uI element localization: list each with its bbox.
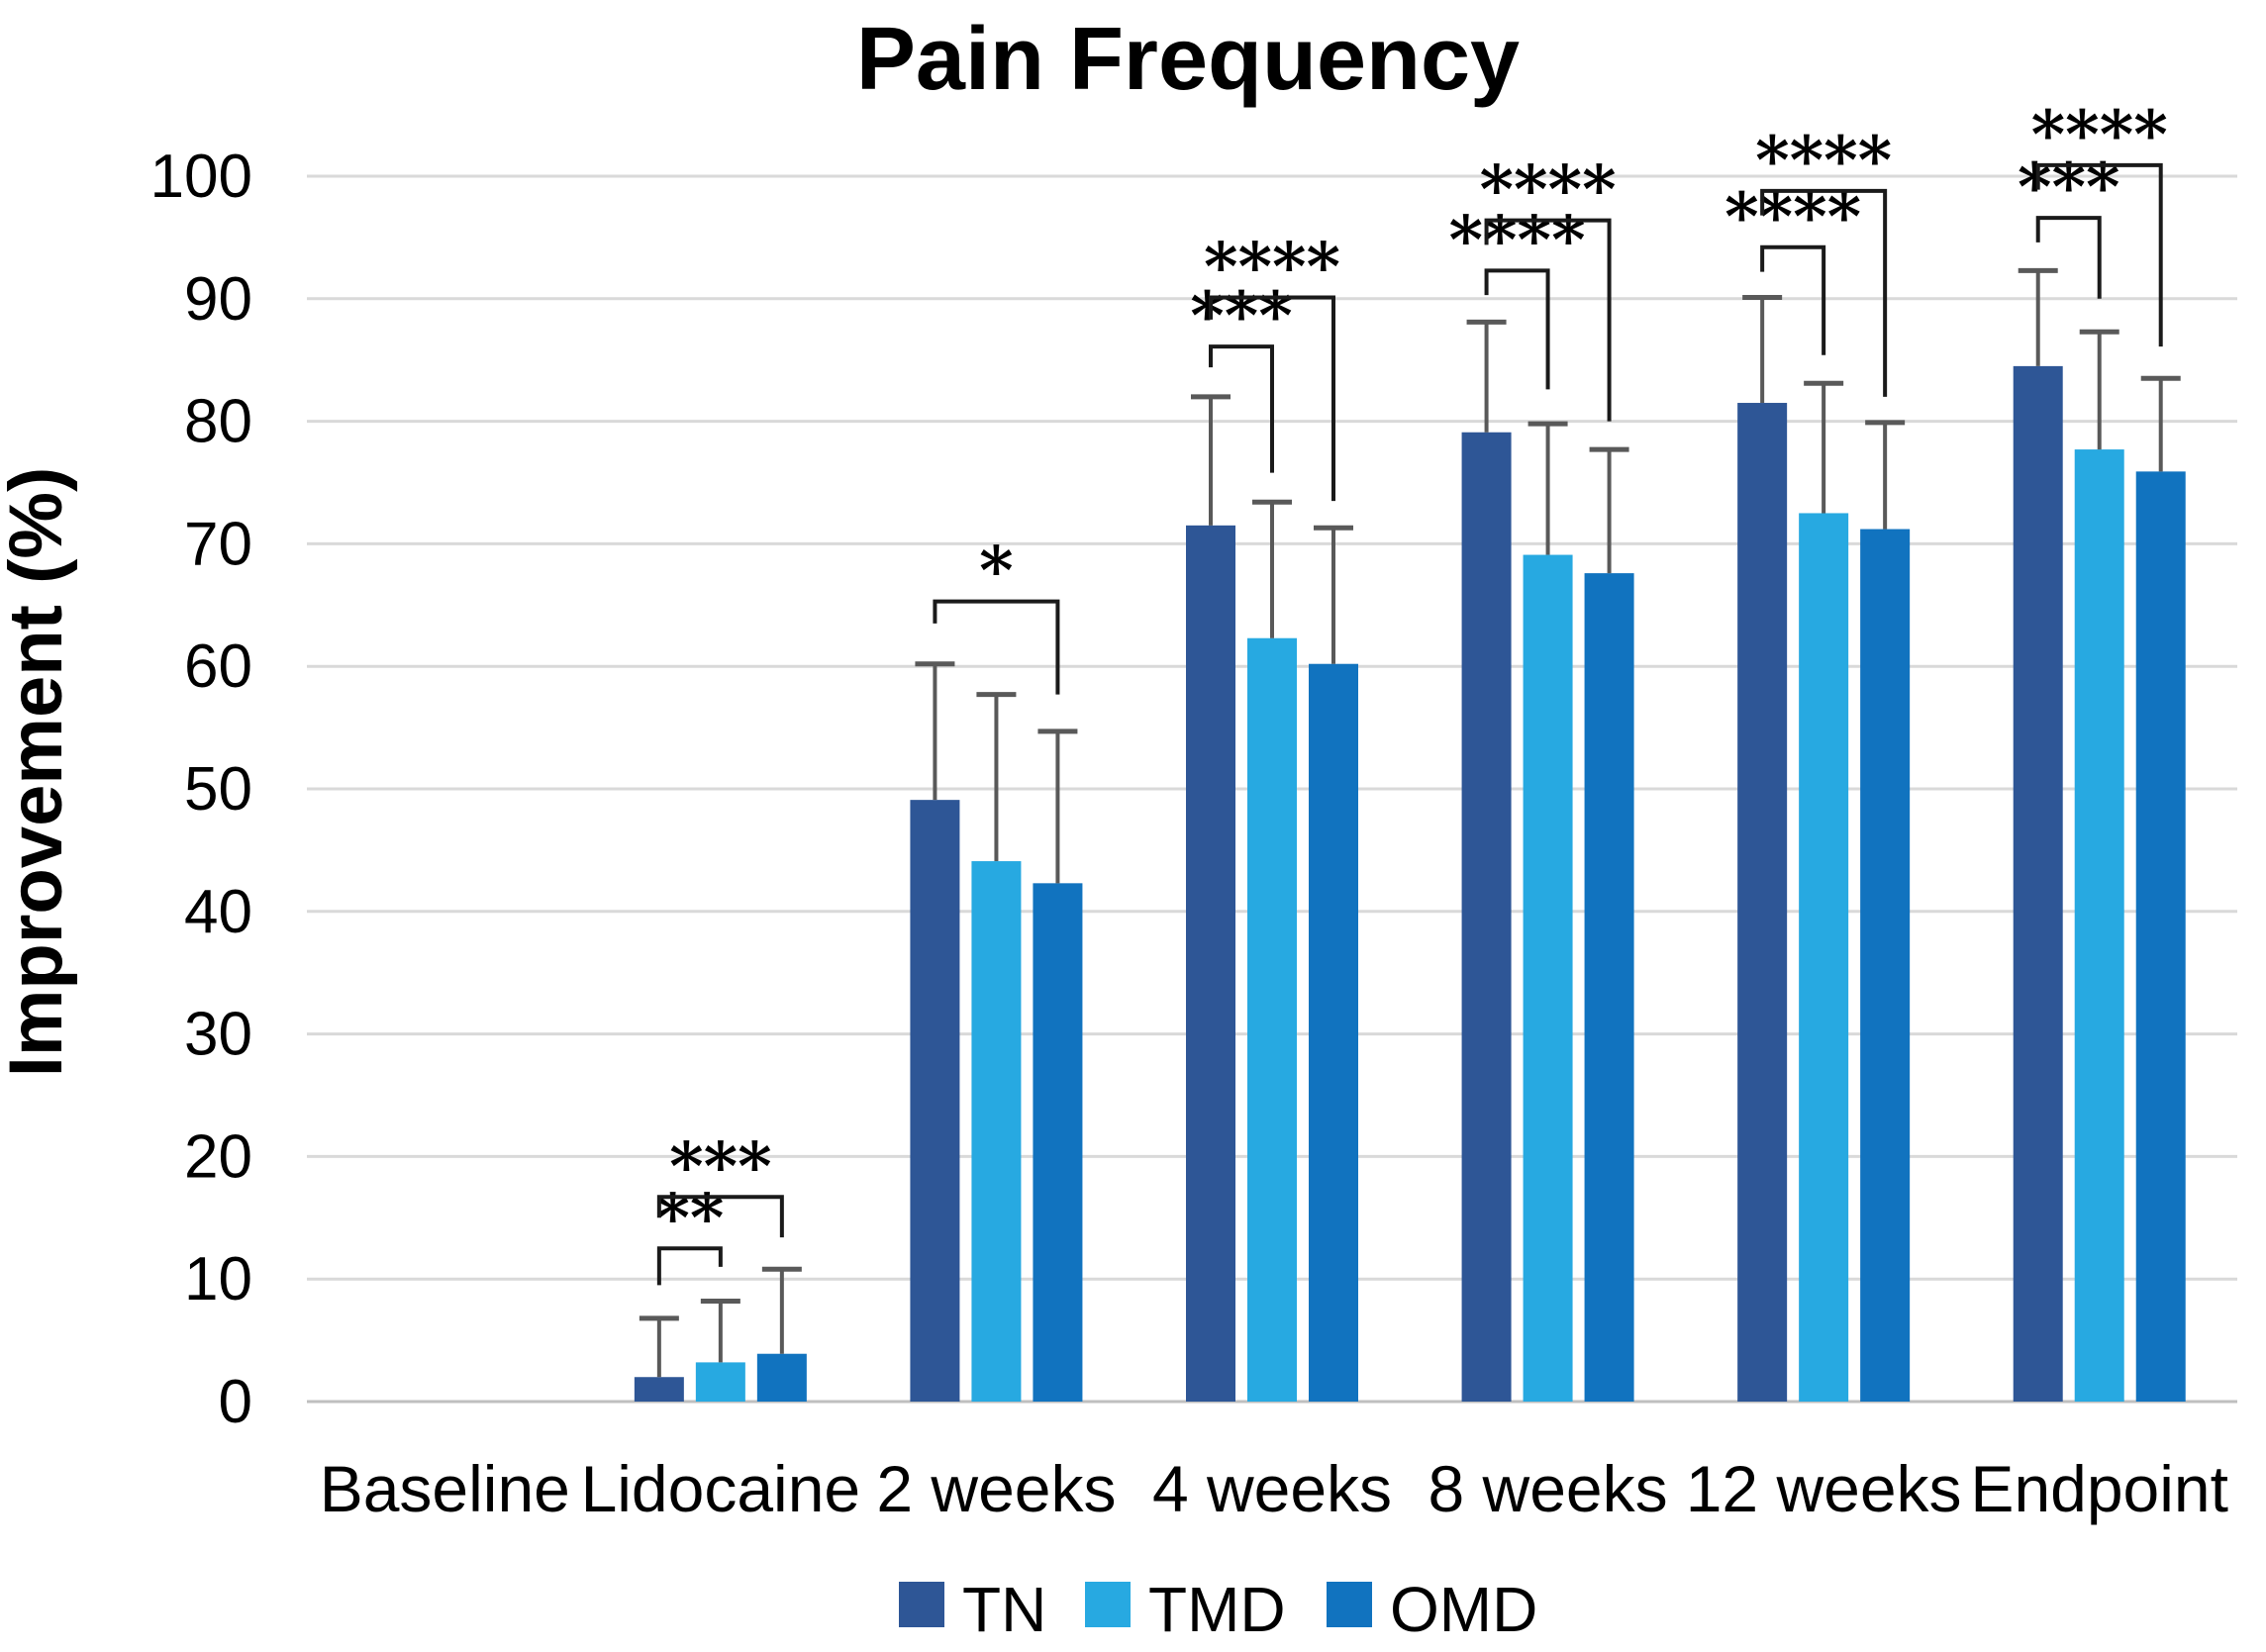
y-tick-label: 10 [184,1245,252,1313]
bar-tmd-5 [1799,513,1849,1402]
significance-label: **** [1204,229,1340,306]
significance-bracket [1760,244,1826,355]
x-tick-label: 12 weeks [1686,1452,1962,1525]
significance-label: * [979,533,1014,610]
legend-item-tn: TN [899,1574,1046,1645]
bar-tn-1 [634,1377,684,1402]
significance-bracket [1484,218,1612,422]
significance-label: **** [1480,151,1617,229]
y-tick-label: 90 [184,265,252,334]
y-tick-label: 40 [184,878,252,946]
bar-omd-1 [756,1353,807,1402]
significance-label: ** [655,1179,724,1256]
y-tick-label: 30 [184,1001,252,1069]
significance-bracket [1760,188,1888,397]
y-tick-label: 80 [184,388,252,456]
bar-tmd-6 [2074,449,2124,1403]
y-tick-label: 50 [184,755,252,824]
significance-label: *** [1190,277,1293,354]
legend-swatch-tmd [1085,1582,1131,1627]
y-tick-label: 100 [150,143,252,211]
legend-label-omd: OMD [1390,1574,1537,1645]
x-tick-label: 4 weeks [1152,1452,1392,1525]
x-tick-label: Baseline [320,1452,570,1525]
bar-tn-5 [1737,403,1788,1402]
chart-title: Pain Frequency [856,10,1520,109]
significance-label: **** [1755,122,1892,199]
significance-label: *** [2018,148,2120,226]
legend-swatch-omd [1327,1582,1372,1627]
plot-area: 0 10 20 30 40 50 60 70 80 90 100 Baseline Lidocaine 2… [150,96,2237,1525]
y-tick-label: 20 [184,1122,252,1191]
significance-label: *** [669,1127,772,1205]
significance-bracket [1209,344,1274,473]
bar-tmd-2 [971,861,1022,1402]
legend-item-omd: OMD [1327,1574,1537,1645]
bar-omd-5 [1860,529,1911,1402]
bar-omd-6 [2135,471,2186,1402]
legend-label-tmd: TMD [1148,1574,1286,1645]
significance-bracket [1484,268,1550,390]
x-tick-label: Endpoint [1970,1452,2228,1525]
y-tick-label: 70 [184,510,252,578]
significance-bracket [2035,216,2102,299]
significance-bracket [2035,162,2163,347]
significance-label: **** [1449,201,1586,278]
bar-tn-3 [1186,525,1235,1402]
legend-swatch-tn [899,1582,944,1627]
legend-label-tn: TN [962,1574,1046,1645]
significance-bracket [1209,295,1335,502]
bar-omd-4 [1584,573,1634,1402]
x-tick-label: 2 weeks [876,1452,1116,1525]
bar-omd-3 [1309,663,1358,1402]
bar-tn-2 [910,800,960,1402]
significance-bracket [933,599,1060,695]
x-tick-label: Lidocaine [581,1452,861,1525]
bar-tmd-3 [1247,637,1297,1402]
legend: TN TMD OMD [899,1574,1537,1645]
significance-bracket [656,1246,723,1286]
x-tick-label: 8 weeks [1429,1452,1668,1525]
y-axis-title: Improvement (%) [0,467,78,1078]
y-tick-label: 0 [219,1368,252,1436]
bar-tmd-1 [695,1362,745,1402]
significance-bracket [656,1195,784,1238]
y-tick-label: 60 [184,632,252,701]
bar-tn-4 [1461,432,1512,1402]
bar-tmd-4 [1523,554,1573,1402]
bar-tn-6 [2013,365,2063,1402]
bar-omd-2 [1033,883,1083,1402]
significance-label: **** [2031,96,2168,173]
legend-item-tmd: TMD [1085,1574,1286,1645]
